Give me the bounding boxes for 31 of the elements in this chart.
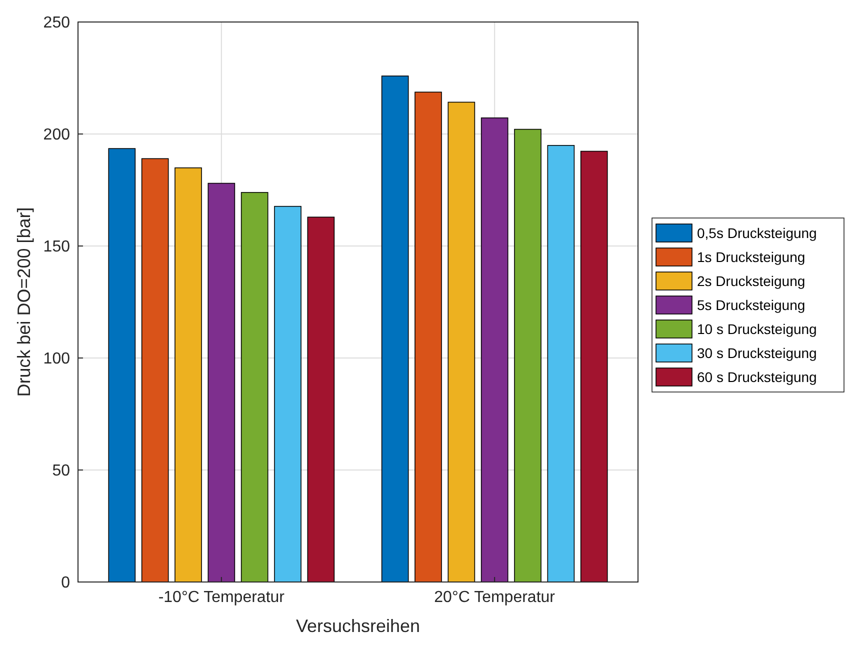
bar bbox=[514, 128, 542, 582]
bar bbox=[307, 216, 335, 582]
bar bbox=[414, 92, 442, 582]
bar bbox=[547, 145, 575, 582]
y-tick-label: 150 bbox=[43, 238, 70, 256]
legend-label: 60 s Drucksteigung bbox=[697, 368, 817, 385]
bar bbox=[141, 158, 169, 582]
bar bbox=[580, 150, 608, 582]
y-tick-label: 250 bbox=[43, 14, 70, 32]
x-axis-title: Versuchsreihen bbox=[296, 616, 420, 636]
legend-label: 1s Drucksteigung bbox=[697, 248, 806, 265]
legend-label: 0,5s Drucksteigung bbox=[697, 224, 817, 241]
legend-label: 10 s Drucksteigung bbox=[697, 320, 817, 337]
bar bbox=[448, 102, 476, 582]
x-tick-label: 20°C Temperatur bbox=[434, 589, 556, 606]
bar bbox=[240, 192, 268, 582]
legend-label: 30 s Drucksteigung bbox=[697, 344, 817, 361]
legend-label: 5s Drucksteigung bbox=[697, 296, 806, 313]
x-tick-label: -10°C Temperatur bbox=[158, 589, 286, 606]
y-tick-label: 50 bbox=[52, 462, 70, 480]
legend-label: 2s Drucksteigung bbox=[697, 272, 806, 289]
y-axis-title: Druck bei DO=200 [bar] bbox=[14, 207, 34, 397]
bar bbox=[208, 182, 236, 582]
bar bbox=[480, 117, 508, 582]
y-tick-label: 200 bbox=[43, 126, 70, 144]
y-tick-label: 0 bbox=[61, 574, 70, 592]
bar bbox=[274, 206, 302, 582]
bar bbox=[381, 76, 409, 582]
y-tick-label: 100 bbox=[43, 350, 70, 368]
bar bbox=[108, 148, 136, 582]
bar bbox=[174, 167, 202, 582]
